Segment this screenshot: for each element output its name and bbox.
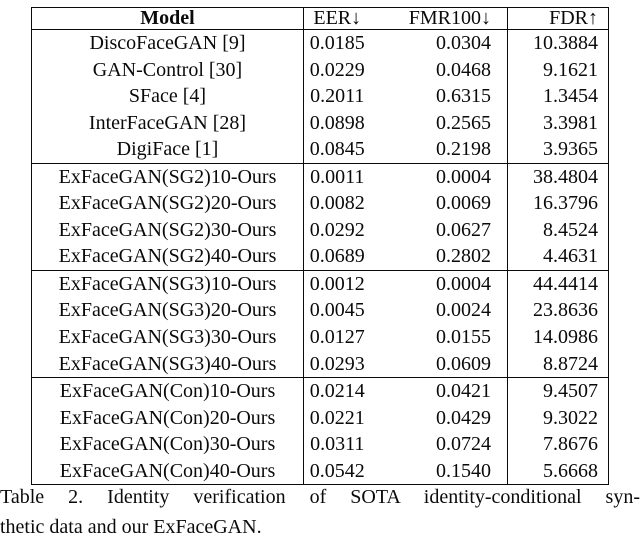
fdr-cell: 16.3796	[533, 192, 598, 215]
eer-cell: 0.0845	[309, 138, 365, 161]
fdr-cell: 10.3884	[533, 32, 598, 54]
column-header-fdr: FDR↑	[507, 7, 609, 30]
table-row: ExFaceGAN(Con)20-Ours 0.0221 0.0429 9.30…	[31, 404, 609, 432]
model-cell: ExFaceGAN(SG2)10-Ours	[31, 162, 304, 191]
eer-cell: 0.0293	[309, 352, 365, 375]
fdr-cell: 5.6668	[543, 459, 598, 482]
table-row: ExFaceGAN(SG2)10-Ours 0.0011 0.0004 38.4…	[31, 162, 609, 191]
fmr100-cell: 0.6315	[380, 83, 508, 110]
model-cell: DiscoFaceGAN [9]	[31, 29, 304, 57]
eer-cell: 0.0185	[309, 32, 365, 54]
fmr100-cell: 0.0304	[380, 29, 508, 57]
fmr100-cell: 0.0421	[380, 377, 508, 405]
model-cell: ExFaceGAN(SG3)10-Ours	[31, 269, 304, 298]
fmr100-cell: 0.0004	[380, 162, 508, 191]
model-cell: ExFaceGAN(Con)10-Ours	[31, 377, 304, 405]
model-cell: ExFaceGAN(Con)30-Ours	[31, 431, 304, 458]
eer-cell: 0.0311	[310, 433, 365, 456]
fmr100-cell: 0.2565	[380, 109, 508, 137]
table-row: DiscoFaceGAN [9] 0.0185 0.0304 10.3884	[31, 29, 609, 57]
model-cell: ExFaceGAN(SG3)20-Ours	[31, 297, 304, 325]
fdr-cell: 9.1621	[543, 58, 598, 81]
table-row: ExFaceGAN(SG2)40-Ours 0.0689 0.2802 4.46…	[31, 243, 609, 271]
eer-cell: 0.0012	[303, 269, 381, 298]
table-row: ExFaceGAN(Con)10-Ours 0.0214 0.0421 9.45…	[31, 377, 609, 405]
model-cell: ExFaceGAN(Con)20-Ours	[31, 404, 304, 432]
fmr100-cell: 0.0024	[380, 297, 508, 325]
results-table: Model EER↓ FMR100↓ FDR↑ DiscoFaceGAN [9]…	[31, 7, 609, 486]
fmr100-cell: 0.0069	[380, 190, 508, 217]
eer-cell: 0.0082	[309, 192, 365, 215]
column-header-eer: EER↓	[303, 7, 381, 30]
eer-cell: 0.0689	[309, 245, 365, 268]
column-header-fmr100: FMR100↓	[380, 7, 508, 30]
fdr-cell: 4.4631	[543, 245, 598, 268]
table-row: DigiFace [1] 0.0845 0.2198 3.9365	[31, 136, 609, 164]
eer-cell: 0.0214	[303, 377, 381, 405]
fdr-cell: 8.4524	[543, 218, 598, 241]
fdr-cell: 44.4414	[507, 269, 609, 298]
fdr-cell: 7.8676	[543, 433, 598, 456]
model-cell: ExFaceGAN(SG3)30-Ours	[31, 324, 304, 351]
model-cell: ExFaceGAN(SG3)40-Ours	[31, 350, 304, 378]
eer-cell: 0.0542	[309, 459, 365, 482]
table-header-row: Model EER↓ FMR100↓ FDR↑	[31, 7, 609, 30]
table-row: ExFaceGAN(SG3)30-Ours 0.0127 0.0155 14.0…	[31, 324, 609, 351]
table-row: ExFaceGAN(SG3)20-Ours 0.0045 0.0024 23.8…	[31, 297, 609, 325]
fdr-cell: 14.0986	[533, 326, 598, 349]
fdr-cell: 1.3454	[543, 85, 598, 108]
model-cell: ExFaceGAN(SG2)40-Ours	[31, 243, 304, 271]
model-cell: DigiFace [1]	[31, 136, 304, 164]
table-row: GAN-Control [30] 0.0229 0.0468 9.1621	[31, 56, 609, 84]
model-cell: ExFaceGAN(SG2)30-Ours	[31, 216, 304, 244]
model-cell: ExFaceGAN(SG2)20-Ours	[31, 190, 304, 217]
model-cell: ExFaceGAN(Con)40-Ours	[31, 457, 304, 485]
table-row: ExFaceGAN(Con)40-Ours 0.0542 0.1540 5.66…	[31, 457, 609, 485]
fmr100-cell: 0.0724	[380, 431, 508, 458]
table-row: ExFaceGAN(Con)30-Ours 0.0311 0.0724 7.86…	[31, 431, 609, 458]
eer-cell: 0.0011	[303, 162, 381, 191]
model-cell: GAN-Control [30]	[31, 56, 304, 84]
eer-cell: 0.0292	[309, 218, 365, 241]
table-caption: Table 2. Identity verification of SOTA i…	[0, 483, 640, 540]
fdr-cell: 3.3981	[543, 111, 598, 134]
fmr100-cell: 0.0004	[380, 269, 508, 298]
fdr-cell: 9.3022	[543, 406, 598, 429]
eer-cell: 0.0127	[309, 326, 365, 349]
fmr100-cell: 0.0609	[380, 350, 508, 378]
caption-line-1: Table 2. Identity verification of SOTA i…	[0, 486, 640, 508]
table-row: ExFaceGAN(SG3)40-Ours 0.0293 0.0609 8.87…	[31, 350, 609, 378]
eer-cell: 0.0221	[309, 406, 365, 429]
model-cell: InterFaceGAN [28]	[31, 109, 304, 137]
fmr100-cell: 0.1540	[380, 457, 508, 485]
fdr-cell: 8.8724	[543, 352, 598, 375]
fmr100-cell: 0.0155	[380, 324, 508, 351]
fmr100-cell: 0.0429	[380, 404, 508, 432]
caption-line-2: thetic data and our ExFaceGAN.	[0, 515, 262, 538]
eer-cell: 0.0229	[309, 58, 365, 81]
model-cell: SFace [4]	[31, 83, 304, 110]
table-row: InterFaceGAN [28] 0.0898 0.2565 3.3981	[31, 109, 609, 137]
fdr-cell: 23.8636	[533, 299, 598, 322]
fmr100-cell: 0.0627	[380, 216, 508, 244]
table-row: ExFaceGAN(SG2)30-Ours 0.0292 0.0627 8.45…	[31, 216, 609, 244]
fmr100-cell: 0.2802	[380, 243, 508, 271]
column-header-model: Model	[31, 7, 304, 30]
fdr-cell: 9.4507	[507, 377, 609, 405]
fdr-cell: 3.9365	[543, 138, 598, 161]
eer-cell: 0.0898	[309, 111, 365, 134]
eer-cell: 0.2011	[310, 85, 365, 108]
fmr100-cell: 0.2198	[380, 136, 508, 164]
fmr100-cell: 0.0468	[380, 56, 508, 84]
fdr-cell: 38.4804	[507, 162, 609, 191]
table-row: ExFaceGAN(SG2)20-Ours 0.0082 0.0069 16.3…	[31, 190, 609, 217]
eer-cell: 0.0045	[309, 299, 365, 322]
table-row: ExFaceGAN(SG3)10-Ours 0.0012 0.0004 44.4…	[31, 269, 609, 298]
table-row: SFace [4] 0.2011 0.6315 1.3454	[31, 83, 609, 110]
